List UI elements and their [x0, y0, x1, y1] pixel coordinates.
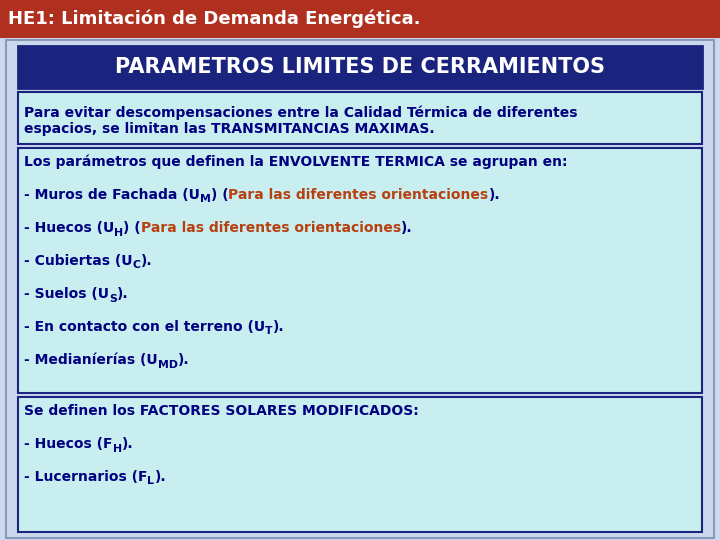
Bar — [0, 0, 720, 38]
Text: Se definen los FACTORES SOLARES MODIFICADOS:: Se definen los FACTORES SOLARES MODIFICA… — [24, 404, 419, 418]
Text: HE1: Limitación de Demanda Energética.: HE1: Limitación de Demanda Energética. — [8, 10, 420, 28]
Text: ).: ). — [178, 353, 189, 367]
Bar — [18, 46, 702, 88]
Text: M: M — [200, 194, 211, 205]
Text: H: H — [112, 443, 122, 454]
Text: H: H — [114, 227, 123, 238]
Text: MD: MD — [158, 360, 178, 369]
Text: - Muros de Fachada (U: - Muros de Fachada (U — [24, 188, 200, 202]
Text: ).: ). — [122, 437, 133, 451]
Text: - Medianíerías (U: - Medianíerías (U — [24, 353, 158, 367]
Text: PARAMETROS LIMITES DE CERRAMIENTOS: PARAMETROS LIMITES DE CERRAMIENTOS — [115, 57, 605, 77]
Text: ).: ). — [140, 254, 152, 268]
Bar — [18, 397, 702, 532]
Text: Los parámetros que definen la ENVOLVENTE TERMICA se agrupan en:: Los parámetros que definen la ENVOLVENTE… — [24, 154, 567, 169]
Bar — [18, 148, 702, 393]
Text: - En contacto con el terreno (U: - En contacto con el terreno (U — [24, 320, 265, 334]
Text: - Lucernarios (F: - Lucernarios (F — [24, 470, 148, 484]
Text: ).: ). — [154, 470, 166, 484]
Text: - Suelos (U: - Suelos (U — [24, 287, 109, 301]
Bar — [18, 92, 702, 144]
Text: L: L — [148, 476, 154, 487]
Text: ).: ). — [273, 320, 284, 334]
Text: ).: ). — [117, 287, 128, 301]
Text: espacios, se limitan las TRANSMITANCIAS MAXIMAS.: espacios, se limitan las TRANSMITANCIAS … — [24, 122, 435, 136]
Text: Para evitar descompensaciones entre la Calidad Térmica de diferentes: Para evitar descompensaciones entre la C… — [24, 105, 577, 119]
Text: - Huecos (U: - Huecos (U — [24, 221, 114, 235]
Text: Para las diferentes orientaciones: Para las diferentes orientaciones — [228, 188, 488, 202]
Text: C: C — [132, 260, 140, 271]
Text: ).: ). — [401, 221, 413, 235]
Text: ) (: ) ( — [123, 221, 141, 235]
Text: S: S — [109, 294, 117, 303]
Text: - Cubiertas (U: - Cubiertas (U — [24, 254, 132, 268]
Text: Para las diferentes orientaciones: Para las diferentes orientaciones — [141, 221, 401, 235]
Text: T: T — [265, 327, 273, 336]
Text: ).: ). — [488, 188, 500, 202]
Text: ) (: ) ( — [211, 188, 228, 202]
Text: - Huecos (F: - Huecos (F — [24, 437, 112, 451]
